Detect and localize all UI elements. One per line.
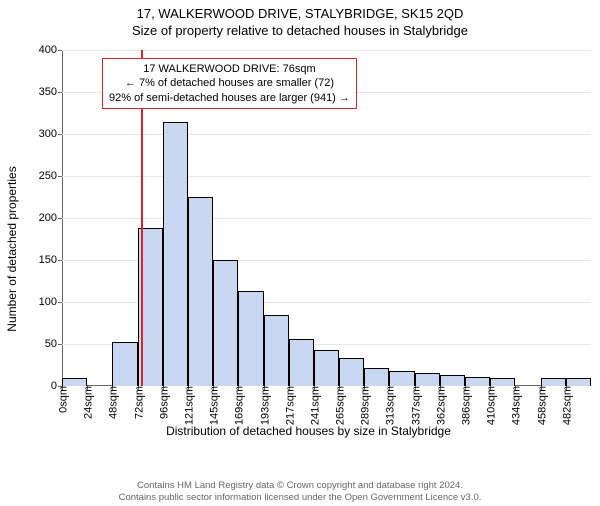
xtick-label: 337sqm (407, 386, 422, 425)
histogram-bar (62, 378, 87, 386)
ytick-label: 50 (45, 338, 62, 350)
ytick-label: 400 (39, 44, 62, 56)
annotation-line: ← 7% of detached houses are smaller (72) (109, 76, 350, 90)
xtick-label: 24sqm (80, 386, 95, 419)
histogram-bar (213, 260, 238, 386)
footer-line2: Contains public sector information licen… (0, 492, 600, 504)
histogram-bar (238, 291, 263, 386)
histogram-bar (339, 358, 364, 386)
xtick-label: 410sqm (483, 386, 498, 425)
histogram-bar (314, 350, 339, 386)
histogram-bar (112, 342, 137, 386)
header-address: 17, WALKERWOOD DRIVE, STALYBRIDGE, SK15 … (0, 6, 600, 21)
xtick-label: 96sqm (155, 386, 170, 419)
histogram-bar (465, 377, 490, 386)
footer-line1: Contains HM Land Registry data © Crown c… (0, 480, 600, 492)
ytick-label: 350 (39, 86, 62, 98)
histogram-bar (541, 378, 566, 386)
ytick-label: 300 (39, 128, 62, 140)
histogram-bar (440, 375, 465, 386)
plot-area: 0501001502002503003504000sqm24sqm48sqm72… (62, 50, 591, 386)
xtick-label: 72sqm (130, 386, 145, 419)
xtick-label: 241sqm (306, 386, 321, 425)
histogram-bar (289, 339, 314, 386)
header-subtitle: Size of property relative to detached ho… (0, 23, 600, 38)
ytick-label: 150 (39, 254, 62, 266)
histogram-bar (188, 197, 213, 386)
xtick-label: 434sqm (508, 386, 523, 425)
ytick-label: 200 (39, 212, 62, 224)
chart-container: Number of detached properties 0501001502… (26, 50, 591, 448)
ytick-label: 100 (39, 296, 62, 308)
histogram-bar (490, 378, 515, 386)
annotation-box: 17 WALKERWOOD DRIVE: 76sqm← 7% of detach… (102, 58, 357, 109)
xtick-label: 121sqm (180, 386, 195, 425)
histogram-bar (264, 315, 289, 386)
histogram-bar (389, 371, 414, 386)
xtick-label: 0sqm (55, 386, 70, 413)
xtick-label: 265sqm (332, 386, 347, 425)
xtick-label: 48sqm (105, 386, 120, 419)
xtick-label: 169sqm (231, 386, 246, 425)
histogram-bar (163, 122, 188, 386)
xtick-label: 193sqm (256, 386, 271, 425)
histogram-bar (364, 368, 389, 386)
annotation-line: 92% of semi-detached houses are larger (… (109, 91, 350, 105)
xtick-label: 458sqm (533, 386, 548, 425)
footer-attribution: Contains HM Land Registry data © Crown c… (0, 480, 600, 504)
xtick-label: 386sqm (458, 386, 473, 425)
ytick-label: 250 (39, 170, 62, 182)
histogram-bar (566, 378, 591, 386)
xtick-label: 362sqm (432, 386, 447, 425)
histogram-bar (415, 373, 440, 386)
annotation-line: 17 WALKERWOOD DRIVE: 76sqm (109, 62, 350, 76)
xtick-label: 145sqm (206, 386, 221, 425)
y-axis-label: Number of detached properties (5, 166, 19, 331)
xtick-label: 217sqm (281, 386, 296, 425)
xtick-label: 289sqm (357, 386, 372, 425)
xtick-label: 482sqm (558, 386, 573, 425)
xtick-label: 313sqm (382, 386, 397, 425)
x-axis-label: Distribution of detached houses by size … (26, 424, 591, 438)
